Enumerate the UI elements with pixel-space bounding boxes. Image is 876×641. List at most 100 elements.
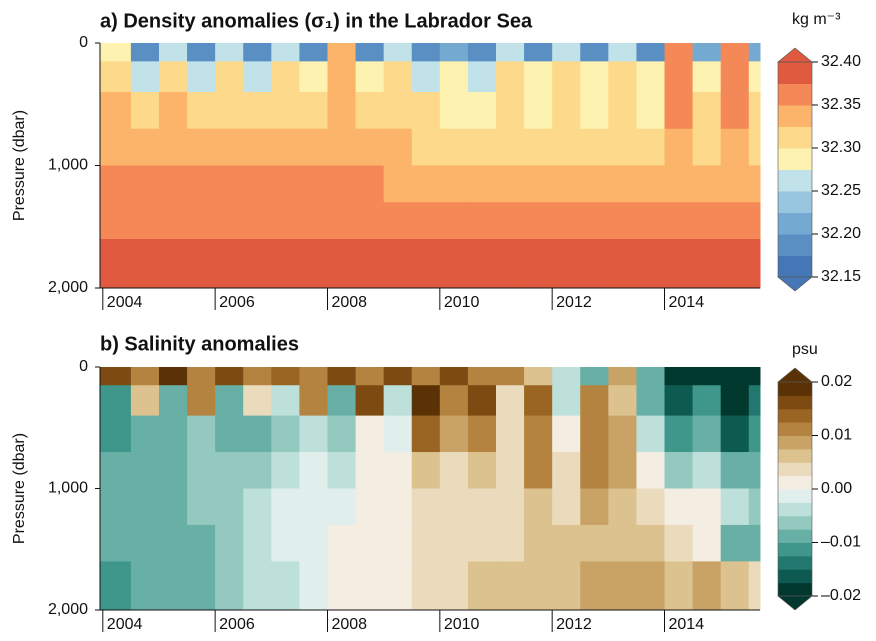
heatmap-cell xyxy=(383,92,413,130)
heatmap-cell xyxy=(692,43,722,62)
heatmap-cell xyxy=(187,488,216,526)
heatmap-cell xyxy=(524,43,553,62)
heatmap-cell xyxy=(271,367,300,386)
heatmap-cell xyxy=(664,488,694,526)
heatmap-cell xyxy=(496,367,525,386)
heatmap-cell xyxy=(243,239,272,289)
heatmap-cell xyxy=(243,452,272,489)
heatmap-cell xyxy=(299,92,328,130)
heatmap-cell xyxy=(271,561,300,611)
colorbar-swatch xyxy=(778,582,812,597)
heatmap-cell xyxy=(100,165,132,203)
heatmap-cell xyxy=(299,239,328,289)
heatmap-cell xyxy=(158,239,188,289)
heatmap-cell xyxy=(636,415,666,453)
heatmap-cell xyxy=(720,367,750,386)
heatmap-cell xyxy=(580,452,609,489)
heatmap-cell xyxy=(243,561,272,611)
heatmap-cell xyxy=(496,524,525,562)
heatmap-cell xyxy=(524,488,553,526)
heatmap-cell xyxy=(383,452,413,489)
heatmap-cell xyxy=(692,385,722,417)
heatmap-cell xyxy=(608,165,637,203)
heatmap-cell xyxy=(608,202,637,240)
heatmap-cell xyxy=(411,488,441,526)
heatmap-cell xyxy=(130,43,160,62)
x-tick-label: 2006 xyxy=(219,294,255,311)
heatmap-cell xyxy=(439,367,469,386)
heatmap-cell xyxy=(355,92,385,130)
heatmap-cell xyxy=(439,561,469,611)
heatmap-cell xyxy=(215,415,244,453)
x-tick-label: 2010 xyxy=(444,294,480,311)
heatmap-cell xyxy=(158,61,188,93)
colorbar-swatch xyxy=(778,148,812,170)
heatmap-cell xyxy=(692,128,722,166)
heatmap-cell xyxy=(439,239,469,289)
heatmap-cell xyxy=(496,43,525,62)
heatmap-cell xyxy=(496,128,525,166)
heatmap-cell xyxy=(158,92,188,130)
heatmap-cell xyxy=(215,202,244,240)
heatmap-cell xyxy=(720,452,750,489)
heatmap-cell xyxy=(664,61,694,93)
heatmap-cell xyxy=(496,561,525,611)
heatmap-cell xyxy=(692,488,722,526)
heatmap-cell xyxy=(187,239,216,289)
heatmap-cell xyxy=(383,202,413,240)
heatmap-cell xyxy=(271,61,300,93)
heatmap-cell xyxy=(215,128,244,166)
y-tick-label: 2,000 xyxy=(48,601,88,618)
heatmap-cell xyxy=(215,452,244,489)
heatmap-cell xyxy=(748,165,761,203)
heatmap-cell xyxy=(355,128,385,166)
heatmap-cell xyxy=(748,561,761,611)
heatmap-cell xyxy=(608,488,637,526)
y-axis-label: Pressure (dbar) xyxy=(11,433,28,544)
heatmap-cell xyxy=(692,415,722,453)
heatmap-cell xyxy=(692,92,722,130)
heatmap-cell xyxy=(100,488,132,526)
colorbar-swatch xyxy=(778,569,812,584)
heatmap-cell xyxy=(411,239,441,289)
heatmap-cell xyxy=(243,488,272,526)
heatmap-cell xyxy=(552,128,581,166)
heatmap-cell xyxy=(580,239,609,289)
heatmap-cell xyxy=(580,561,609,611)
heatmap-cell xyxy=(608,452,637,489)
heatmap-cell xyxy=(130,452,160,489)
heatmap-cell xyxy=(130,415,160,453)
colorbar-swatch xyxy=(778,515,812,530)
heatmap-cell xyxy=(299,385,328,417)
heatmap-cell xyxy=(748,128,761,166)
heatmap-cell xyxy=(720,128,750,166)
heatmap-cell xyxy=(130,92,160,130)
heatmap-cell xyxy=(158,367,188,386)
heatmap-cell xyxy=(187,452,216,489)
heatmap-cell xyxy=(130,524,160,562)
y-tick-label: 1,000 xyxy=(48,480,88,497)
heatmap-cell xyxy=(327,524,357,562)
heatmap-cell xyxy=(664,367,694,386)
heatmap-cell xyxy=(187,561,216,611)
heatmap-cell xyxy=(496,452,525,489)
heatmap-cell xyxy=(187,165,216,203)
heatmap-cell xyxy=(158,452,188,489)
heatmap-cell xyxy=(720,61,750,93)
heatmap-cell xyxy=(552,524,581,562)
heatmap-cell xyxy=(439,92,469,130)
colorbar-swatch xyxy=(778,435,812,450)
heatmap-cell xyxy=(524,61,553,93)
heatmap-cell xyxy=(552,488,581,526)
y-tick-label: 2,000 xyxy=(48,279,88,296)
heatmap-cell xyxy=(467,61,497,93)
heatmap-cell xyxy=(608,524,637,562)
heatmap-cell xyxy=(524,165,553,203)
heatmap-cell xyxy=(130,367,160,386)
heatmap-cell xyxy=(636,239,666,289)
heatmap-cell xyxy=(243,165,272,203)
heatmap-cell xyxy=(608,43,637,62)
heatmap-cell xyxy=(524,239,553,289)
heatmap-cell xyxy=(383,367,413,386)
heatmap-cell xyxy=(243,61,272,93)
